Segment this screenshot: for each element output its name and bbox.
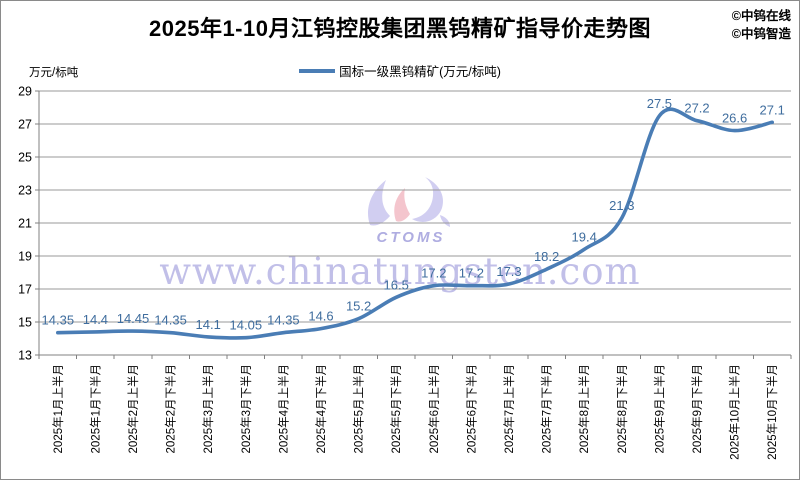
chart-legend: 国标一级黑钨精矿(万元/标吨) — [1, 61, 799, 80]
attribution-line-1: ©中钨在线 — [731, 9, 791, 23]
data-point-label: 27.2 — [684, 101, 709, 116]
x-category-label: 2025年5月下半月 — [389, 364, 403, 453]
x-category-label: 2025年6月下半月 — [464, 364, 478, 453]
legend-series-label: 国标一级黑钨精矿(万元/标吨) — [339, 65, 501, 79]
x-category-label: 2025年9月下半月 — [690, 364, 704, 453]
x-category-label: 2025年4月下半月 — [314, 364, 328, 453]
data-point-label: 18.2 — [534, 249, 559, 264]
x-category-label: 2025年7月下半月 — [540, 364, 554, 453]
data-point-label: 14.35 — [42, 313, 75, 328]
data-point-label: 17.2 — [421, 266, 446, 281]
y-tick-label: 13 — [18, 349, 32, 363]
data-point-label: 14.4 — [83, 312, 108, 327]
y-tick-label: 17 — [18, 283, 32, 297]
x-category-label: 2025年4月上半月 — [276, 364, 290, 453]
x-category-label: 2025年1月下半月 — [88, 364, 102, 453]
y-tick-label: 27 — [18, 118, 32, 132]
data-point-label: 14.35 — [154, 313, 187, 328]
x-category-label: 2025年3月上半月 — [201, 364, 215, 453]
data-point-label: 19.4 — [572, 229, 597, 244]
x-category-label: 2025年7月上半月 — [502, 364, 516, 453]
x-category-label: 2025年2月上半月 — [126, 364, 140, 453]
chart-title: 2025年1-10月江钨控股集团黑钨精矿指导价走势图 — [149, 16, 651, 41]
y-tick-label: 23 — [18, 184, 32, 198]
x-category-label: 2025年8月上半月 — [577, 364, 591, 453]
data-point-label: 27.5 — [647, 96, 672, 111]
legend-line-marker — [299, 68, 336, 73]
data-point-label: 17.2 — [459, 266, 484, 281]
x-category-label: 2025年8月下半月 — [615, 364, 629, 453]
x-category-label: 2025年1月上半月 — [51, 364, 65, 453]
x-category-label: 2025年5月上半月 — [352, 364, 366, 453]
y-tick-label: 21 — [18, 217, 32, 231]
x-category-label: 2025年9月上半月 — [652, 364, 666, 453]
x-category-label: 2025年3月下半月 — [239, 364, 253, 453]
attribution-line-2: ©中钨智造 — [731, 27, 791, 41]
data-point-label: 17.3 — [496, 264, 521, 279]
series-line — [56, 107, 774, 340]
data-point-label: 26.6 — [722, 111, 747, 126]
y-tick-label: 15 — [18, 316, 32, 330]
attribution-block: ©中钨在线 ©中钨智造 — [732, 7, 791, 43]
data-point-label: 16.5 — [384, 277, 409, 292]
x-category-label: 2025年6月上半月 — [427, 364, 441, 453]
y-tick-label: 19 — [18, 250, 32, 264]
data-point-label: 21.3 — [609, 198, 634, 213]
y-tick-label: 29 — [18, 85, 32, 99]
y-axis-unit-label: 万元/标吨 — [29, 67, 79, 79]
data-point-label: 14.45 — [117, 311, 150, 326]
y-tick-label: 25 — [18, 151, 32, 165]
data-point-label: 27.1 — [760, 102, 785, 117]
data-point-label: 14.6 — [308, 309, 333, 324]
x-category-label: 2025年10月上半月 — [728, 364, 742, 460]
data-point-label: 14.35 — [267, 313, 300, 328]
data-point-label: 14.05 — [230, 318, 263, 333]
data-point-label: 15.2 — [346, 299, 371, 314]
data-point-label: 14.1 — [196, 317, 221, 332]
x-category-label: 2025年2月下半月 — [164, 364, 178, 453]
x-category-label: 2025年10月下半月 — [765, 364, 779, 460]
